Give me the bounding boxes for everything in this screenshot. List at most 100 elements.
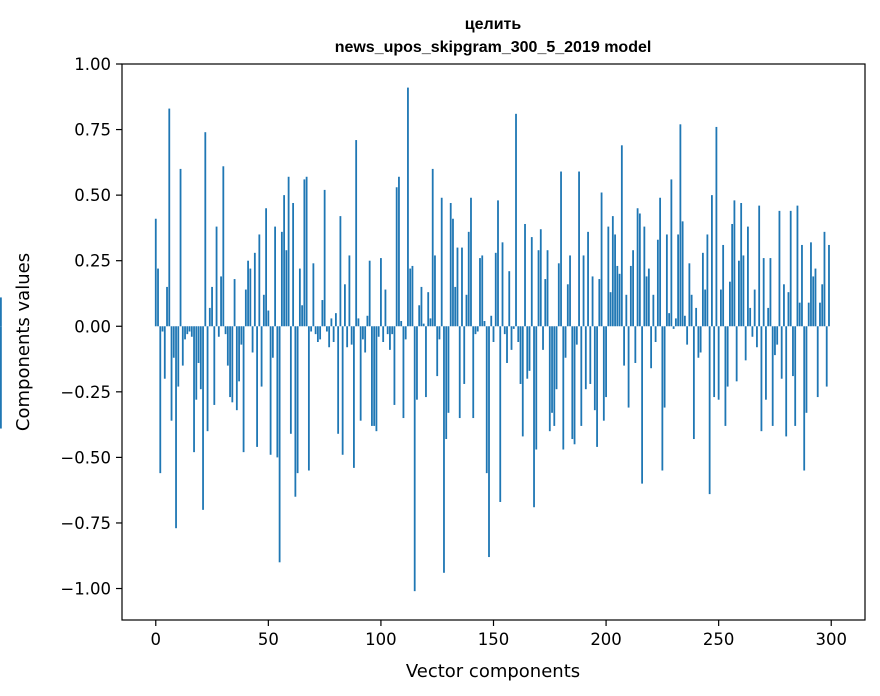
bar: [175, 326, 177, 529]
bar: [269, 326, 272, 455]
bar: [364, 326, 367, 353]
bar: [235, 326, 238, 411]
bar: [280, 231, 283, 327]
bar: [524, 223, 526, 327]
bar: [418, 305, 421, 327]
bar: [400, 321, 403, 327]
bar: [690, 294, 693, 327]
bar: [582, 255, 585, 327]
y-tick-label: 0.00: [74, 317, 111, 336]
bar: [548, 326, 551, 432]
bar: [751, 326, 754, 337]
bar: [517, 326, 520, 342]
bar: [814, 268, 817, 327]
bar: [359, 326, 362, 421]
bar: [735, 326, 738, 382]
bar: [695, 307, 698, 327]
bar: [605, 326, 607, 398]
bar: [386, 326, 389, 335]
bar: [373, 326, 376, 426]
bar: [170, 326, 173, 421]
bar: [226, 326, 229, 366]
bar: [323, 189, 326, 327]
bar: [598, 279, 601, 327]
bar: [271, 326, 274, 358]
bar: [0, 297, 2, 327]
bar: [674, 318, 677, 327]
bar: [211, 286, 213, 327]
bar: [371, 326, 373, 426]
bar: [262, 294, 265, 327]
bar: [188, 326, 191, 332]
bar: [193, 326, 195, 453]
bar: [431, 168, 434, 327]
bar: [650, 326, 653, 369]
bar: [765, 326, 767, 400]
chart-subtitle: news_upos_skipgram_300_5_2019 model: [335, 39, 652, 56]
bar: [251, 326, 254, 353]
bar: [776, 326, 779, 345]
bar: [616, 265, 619, 327]
bar: [571, 326, 574, 440]
bar: [454, 286, 457, 327]
x-axis-label: Vector components: [406, 661, 580, 682]
bar: [479, 258, 481, 327]
bar: [740, 203, 743, 327]
bar: [810, 242, 812, 327]
bar: [287, 176, 290, 327]
bar: [661, 326, 664, 471]
bar: [172, 326, 175, 358]
bar: [298, 268, 301, 327]
bar: [510, 326, 513, 350]
bar: [217, 326, 220, 337]
bar: [704, 289, 707, 327]
bar: [465, 294, 468, 327]
bar: [325, 326, 328, 332]
bar: [715, 126, 718, 327]
bar: [600, 192, 603, 327]
bar: [641, 326, 643, 484]
y-tick-label: −0.50: [60, 448, 111, 467]
bar: [503, 326, 506, 335]
bar: [307, 326, 310, 471]
bar: [564, 326, 567, 358]
bar: [539, 229, 542, 327]
x-tick-label: 250: [703, 630, 735, 649]
bar: [774, 326, 776, 356]
bar: [163, 326, 166, 379]
bar: [645, 276, 648, 327]
bar: [627, 326, 630, 408]
bar: [247, 260, 249, 327]
bar: [413, 326, 416, 592]
bar: [756, 326, 758, 348]
bar: [206, 326, 209, 432]
bar: [316, 326, 319, 342]
bar: [393, 326, 396, 405]
bar: [792, 326, 794, 377]
bar: [801, 244, 803, 327]
bar: [656, 239, 659, 327]
bar: [686, 326, 689, 345]
bar: [220, 276, 222, 327]
bar: [521, 326, 524, 437]
bar: [296, 326, 299, 474]
bar: [501, 242, 504, 327]
bar: [566, 284, 569, 327]
bar: [344, 284, 346, 327]
bar: [382, 326, 385, 342]
bar: [699, 326, 702, 353]
bar: [825, 326, 828, 387]
bar: [449, 203, 452, 327]
bar: [679, 124, 682, 327]
bar: [407, 87, 409, 327]
bar: [551, 326, 553, 413]
bar: [783, 284, 785, 327]
bar: [303, 179, 306, 327]
x-axis: 0 50 100 150 200 250 300: [151, 620, 847, 649]
bar: [562, 326, 565, 450]
bar: [760, 326, 763, 432]
bar: [747, 226, 749, 327]
bar: [157, 268, 159, 327]
bar: [828, 244, 830, 327]
